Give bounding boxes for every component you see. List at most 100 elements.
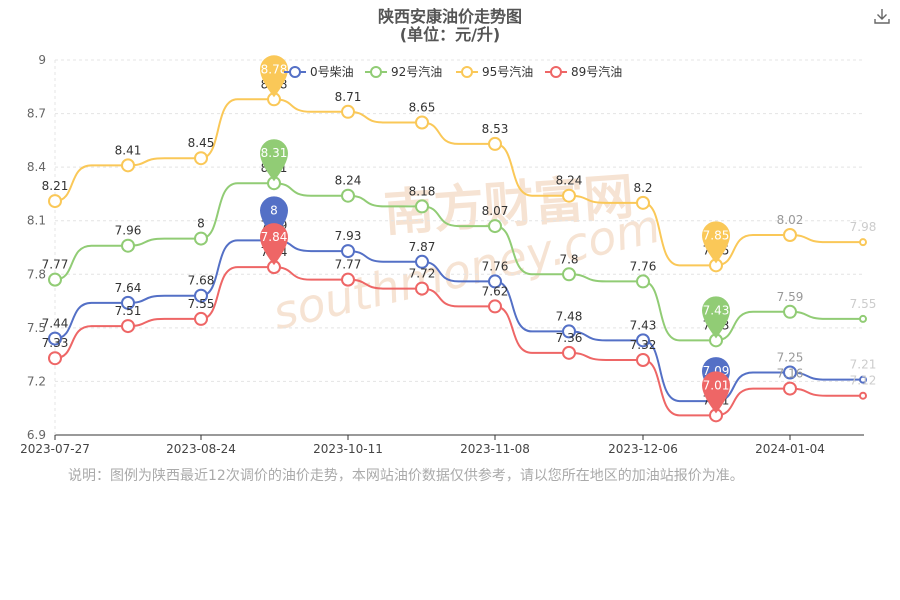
- data-point[interactable]: [121, 158, 135, 173]
- data-point[interactable]: [415, 254, 429, 269]
- max-marker-3: [260, 223, 288, 266]
- data-label: 8.65: [409, 101, 436, 115]
- data-label: 7.96: [115, 224, 142, 238]
- x-tick-label: 2023-11-08: [460, 442, 530, 456]
- min-marker-2: [702, 221, 730, 264]
- max-marker-0-label: 8: [270, 203, 278, 217]
- y-tick-label: 8.4: [27, 160, 46, 174]
- data-point[interactable]: [859, 391, 867, 400]
- data-label: 8.2: [633, 181, 652, 195]
- legend-label: 95号汽油: [482, 64, 533, 79]
- data-label: 7.77: [335, 258, 362, 272]
- data-point[interactable]: [488, 299, 502, 314]
- data-point[interactable]: [562, 188, 576, 203]
- data-point[interactable]: [488, 136, 502, 151]
- data-label: 7.36: [556, 331, 583, 345]
- legend-swatch-marker[interactable]: [461, 66, 473, 78]
- data-point[interactable]: [859, 375, 867, 384]
- data-label: 7.51: [115, 304, 142, 318]
- data-point[interactable]: [48, 272, 62, 287]
- data-point[interactable]: [48, 331, 62, 346]
- data-point[interactable]: [783, 304, 797, 319]
- data-point[interactable]: [341, 272, 355, 287]
- data-point[interactable]: [341, 244, 355, 259]
- data-label: 8.41: [115, 143, 142, 157]
- data-point[interactable]: [562, 324, 576, 339]
- data-point[interactable]: [194, 151, 208, 166]
- legend-label: 89号汽油: [571, 64, 622, 79]
- data-point[interactable]: [121, 319, 135, 334]
- data-point[interactable]: [562, 267, 576, 282]
- legend-swatch-marker[interactable]: [370, 66, 382, 78]
- y-tick-label: 8.7: [27, 107, 46, 121]
- y-tick-label: 9: [38, 53, 46, 67]
- data-point[interactable]: [488, 219, 502, 234]
- x-tick-label: 2023-08-24: [166, 442, 236, 456]
- legend-swatch-marker[interactable]: [289, 66, 301, 78]
- data-label: 8.24: [335, 174, 362, 188]
- y-tick-label: 7.2: [27, 374, 46, 388]
- data-label: 7.76: [482, 259, 509, 273]
- chart-subtitle: (单位：元/升): [399, 25, 501, 44]
- data-point[interactable]: [636, 353, 650, 367]
- max-marker-2: [260, 55, 288, 98]
- data-point[interactable]: [341, 188, 355, 203]
- data-label: 8.18: [409, 184, 436, 198]
- data-label: 7.25: [777, 351, 804, 365]
- data-label: 7.68: [188, 274, 215, 288]
- data-point[interactable]: [488, 274, 502, 289]
- data-point[interactable]: [48, 351, 62, 366]
- data-label: 7.98: [850, 220, 877, 234]
- footnote: 说明：图例为陕西最近12次调价的油价走势，本网站油价数据仅供参考，请以您所在地区…: [68, 468, 744, 484]
- x-tick-label: 2024-01-04: [755, 442, 825, 456]
- data-label: 8.07: [482, 204, 509, 218]
- data-point[interactable]: [194, 288, 208, 303]
- data-label: 8.02: [777, 213, 804, 227]
- data-point[interactable]: [636, 333, 650, 348]
- x-tick-label: 2023-07-27: [20, 442, 90, 456]
- data-point[interactable]: [121, 295, 135, 310]
- data-point[interactable]: [341, 104, 355, 119]
- y-tick-label: 7.5: [27, 321, 46, 335]
- x-tick-label: 2023-10-11: [313, 442, 383, 456]
- data-point[interactable]: [636, 195, 650, 210]
- data-label: 7.16: [777, 367, 804, 381]
- data-label: 7.55: [188, 297, 215, 311]
- data-label: 7.32: [630, 338, 657, 352]
- data-point[interactable]: [783, 365, 797, 380]
- data-point[interactable]: [636, 274, 650, 289]
- data-label: 8.21: [42, 179, 69, 193]
- data-point[interactable]: [783, 228, 797, 242]
- data-point[interactable]: [415, 199, 429, 214]
- data-label: 7.12: [850, 374, 877, 388]
- data-point[interactable]: [783, 381, 797, 396]
- data-point[interactable]: [415, 281, 429, 296]
- y-tick-label: 6.9: [27, 428, 46, 442]
- data-label: 8.24: [556, 174, 583, 188]
- max-marker-1-label: 8.31: [261, 146, 288, 160]
- data-point[interactable]: [415, 115, 429, 130]
- data-label: 7.44: [42, 317, 69, 331]
- legend-label: 0号柴油: [310, 65, 354, 79]
- data-label: 7.55: [850, 297, 877, 311]
- max-marker-2-label: 8.78: [261, 62, 288, 76]
- legend-swatch-marker[interactable]: [550, 66, 562, 78]
- data-label: 7.21: [850, 358, 877, 372]
- line-chart: 南方财富网southmoney.com6.97.27.57.88.18.48.7…: [20, 53, 877, 456]
- max-marker-1: [260, 139, 288, 182]
- data-label: 7.64: [115, 281, 142, 295]
- data-point[interactable]: [859, 314, 867, 323]
- data-label: 7.43: [630, 318, 657, 332]
- data-point[interactable]: [194, 231, 208, 246]
- data-point[interactable]: [121, 238, 135, 253]
- data-label: 7.72: [409, 267, 436, 281]
- data-point[interactable]: [859, 238, 867, 247]
- data-point[interactable]: [194, 311, 208, 326]
- data-point[interactable]: [48, 194, 62, 209]
- min-marker-1: [702, 296, 730, 339]
- data-label: 7.33: [42, 336, 69, 350]
- data-label: 7.93: [335, 229, 362, 243]
- data-point[interactable]: [562, 345, 576, 360]
- download-icon[interactable]: [872, 6, 892, 26]
- data-label: 7.76: [630, 259, 657, 273]
